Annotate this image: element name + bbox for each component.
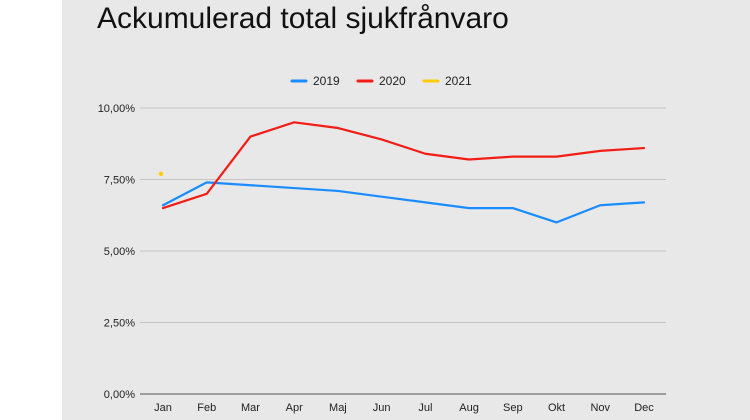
y-tick-label: 0,00% [104,389,135,401]
y-tick-label: 10,00% [98,103,136,115]
x-tick-label: Maj [329,402,347,414]
series-layer [158,121,646,224]
y-axis-ticks: 0,00% 2,50% 5,00% 7,50% 10,00% [98,103,136,401]
x-tick-label: Jul [418,402,432,414]
legend-label-2020: 2020 [379,74,406,88]
x-tick-label: Apr [286,402,303,414]
x-tick-label: Nov [590,402,610,414]
x-axis-ticks: Jan Feb Mar Apr Maj Jun Jul Aug Sep Okt Nov Dec [154,402,654,414]
y-tick-label: 5,00% [104,246,135,258]
legend-label-2021: 2021 [445,74,472,88]
x-tick-label: Feb [197,402,216,414]
slide-panel [62,0,750,420]
series-line-2020 [161,121,646,210]
y-tick-label: 2,50% [104,318,135,330]
x-tick-label: Sep [503,402,523,414]
series-point-2021 [158,171,164,176]
x-tick-label: Okt [548,402,565,414]
grid-layer [140,107,666,395]
y-tick-label: 7,50% [104,175,135,187]
x-tick-label: Aug [459,402,479,414]
x-tick-label: Mar [241,402,260,414]
x-tick-label: Jun [373,402,391,414]
x-tick-label: Jan [154,402,172,414]
legend: 2019 2020 2021 [290,74,472,88]
chart-title: Ackumulerad total sjukfrånvaro [97,2,509,35]
series-line-2019 [161,181,646,224]
legend-label-2019: 2019 [313,74,340,88]
x-tick-label: Dec [634,402,654,414]
